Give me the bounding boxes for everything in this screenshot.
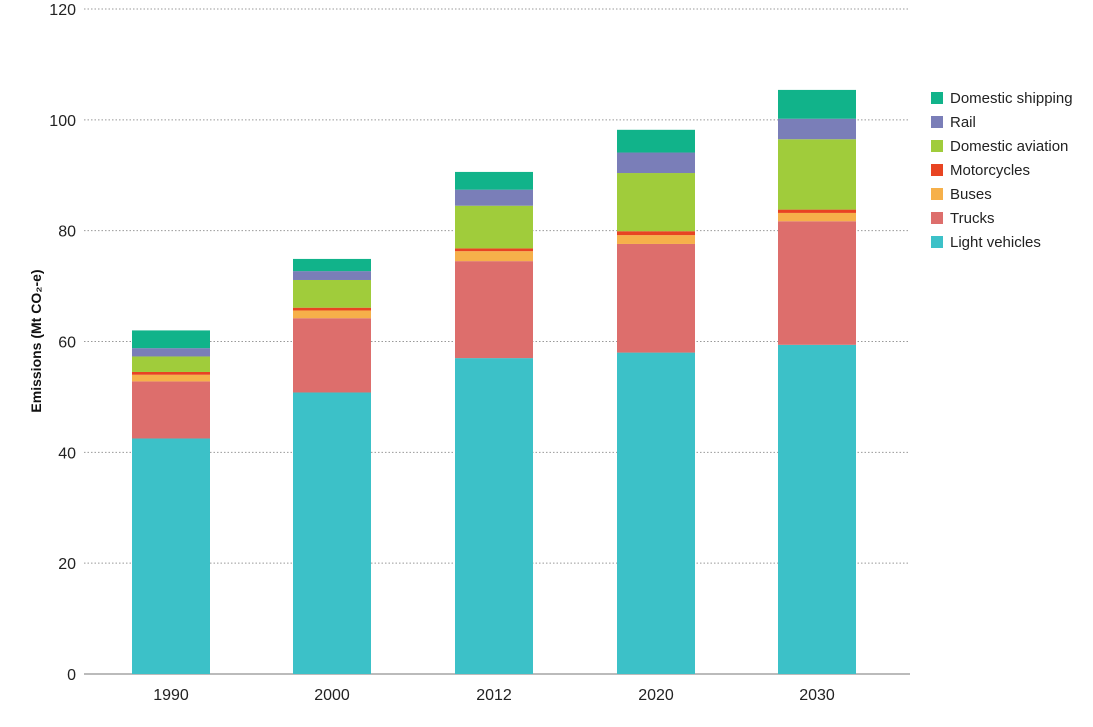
bar-segment-rail (132, 348, 210, 357)
y-axis-ticks: 0 20 40 60 80 100 120 (49, 2, 76, 684)
bar-segment-light-vehicles (293, 392, 371, 674)
bar-segment-buses (778, 212, 856, 222)
bar-segment-rail (778, 118, 856, 140)
y-axis-title: Emissions (Mt CO₂-e) (28, 269, 44, 412)
legend-item: Trucks (931, 206, 1073, 230)
bar-stack-1990 (132, 330, 210, 674)
legend: Domestic shipping Rail Domestic aviation Mo… (931, 86, 1073, 254)
y-tick-label: 60 (58, 335, 76, 352)
bar-stack-2000 (293, 258, 371, 674)
legend-swatch (931, 212, 943, 224)
legend-swatch (931, 116, 943, 128)
bar-segment-buses (617, 235, 695, 244)
bar-stack-2020 (617, 129, 695, 674)
legend-label: Domestic aviation (950, 137, 1069, 155)
bar-segment-domestic-aviation (778, 139, 856, 210)
bar-segment-light-vehicles (455, 358, 533, 674)
legend-label: Trucks (950, 209, 995, 227)
x-tick-label: 2020 (638, 687, 674, 704)
legend-label: Buses (950, 185, 992, 203)
legend-label: Motorcycles (950, 161, 1031, 179)
bar-segment-trucks (132, 381, 210, 439)
x-tick-label: 2000 (314, 687, 350, 704)
y-tick-label: 40 (58, 445, 76, 462)
legend-item: Domestic shipping (931, 86, 1073, 110)
x-tick-label: 2030 (799, 687, 835, 704)
bar-segment-motorcycles (778, 209, 856, 213)
x-tick-label: 2012 (476, 687, 512, 704)
bar-segment-rail (455, 189, 533, 206)
bar-stack-2012 (455, 171, 533, 674)
bar-segment-domestic-shipping (132, 330, 210, 349)
bar-segment-buses (455, 251, 533, 262)
bar-segment-domestic-aviation (132, 356, 210, 372)
y-tick-label: 20 (58, 556, 76, 573)
legend-label: Rail (950, 113, 976, 131)
legend-swatch (931, 188, 943, 200)
bar-segment-buses (293, 310, 371, 319)
bars (132, 89, 856, 674)
bar-segment-rail (293, 271, 371, 280)
bar-segment-trucks (617, 243, 695, 353)
bar-segment-domestic-shipping (617, 129, 695, 153)
bar-stack-2030 (778, 89, 856, 674)
bar-segment-domestic-shipping (455, 171, 533, 190)
bar-segment-rail (617, 152, 695, 174)
legend-item: Buses (931, 182, 1073, 206)
x-tick-label: 1990 (153, 687, 189, 704)
legend-swatch (931, 92, 943, 104)
bar-segment-motorcycles (617, 231, 695, 236)
bar-segment-domestic-shipping (293, 258, 371, 272)
legend-swatch (931, 164, 943, 176)
bar-segment-domestic-aviation (293, 279, 371, 308)
x-axis-ticks: 1990 2000 2012 2020 2030 (153, 687, 835, 704)
bar-segment-domestic-shipping (778, 89, 856, 119)
y-tick-label: 80 (58, 224, 76, 241)
bar-segment-light-vehicles (617, 352, 695, 674)
legend-item: Motorcycles (931, 158, 1073, 182)
legend-swatch (931, 140, 943, 152)
legend-swatch (931, 236, 943, 248)
legend-label: Domestic shipping (950, 89, 1073, 107)
bar-segment-motorcycles (132, 371, 210, 375)
y-tick-label: 120 (49, 2, 76, 19)
bar-segment-trucks (455, 261, 533, 359)
bar-segment-trucks (778, 221, 856, 345)
bar-segment-domestic-aviation (455, 205, 533, 249)
bar-segment-light-vehicles (778, 344, 856, 674)
bar-segment-buses (132, 374, 210, 382)
legend-item: Rail (931, 110, 1073, 134)
legend-item: Domestic aviation (931, 134, 1073, 158)
bar-segment-trucks (293, 318, 371, 393)
bar-segment-motorcycles (455, 248, 533, 252)
y-tick-label: 100 (49, 113, 76, 130)
legend-item: Light vehicles (931, 230, 1073, 254)
bar-segment-motorcycles (293, 307, 371, 311)
legend-label: Light vehicles (950, 233, 1041, 251)
bar-segment-domestic-aviation (617, 173, 695, 232)
y-tick-label: 0 (67, 667, 76, 684)
bar-segment-light-vehicles (132, 438, 210, 674)
